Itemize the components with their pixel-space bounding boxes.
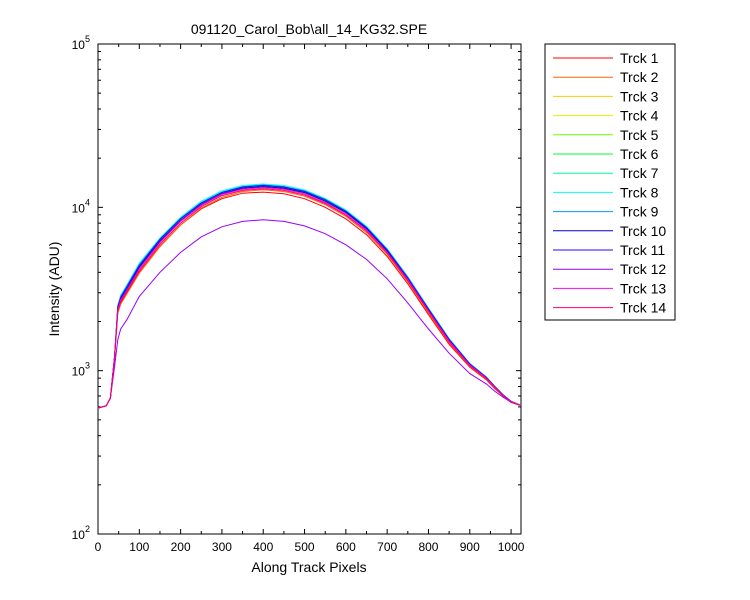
x-tick-label: 0 xyxy=(95,540,102,554)
legend-label: Trck 14 xyxy=(620,300,666,316)
y-tick-label: 105 xyxy=(72,34,90,52)
legend-items: Trck 1 Trck 2 Trck 3 Trck 4 Trck 5 Trck 6 Trck… xyxy=(553,50,666,316)
legend-label: Trck 2 xyxy=(620,69,659,85)
legend-label: Trck 5 xyxy=(620,127,659,143)
legend-label: Trck 6 xyxy=(620,146,659,162)
y-axis-ticks: 102 103 104 105 xyxy=(72,34,521,542)
legend-label: Trck 4 xyxy=(620,108,659,124)
x-tick-label: 900 xyxy=(460,540,480,554)
y-tick-label: 102 xyxy=(72,524,90,542)
series-lines xyxy=(97,183,522,409)
legend-label: Trck 11 xyxy=(620,242,665,258)
chart-title: 091120_Carol_Bob\all_14_KG32.SPE xyxy=(191,21,427,37)
plot-area xyxy=(97,43,522,535)
legend-label: Trck 13 xyxy=(620,280,666,296)
x-tick-label: 800 xyxy=(418,540,438,554)
x-tick-label: 400 xyxy=(253,540,273,554)
legend-label: Trck 3 xyxy=(620,88,659,104)
legend-label: Trck 7 xyxy=(620,165,659,181)
x-tick-label: 100 xyxy=(129,540,149,554)
legend-label: Trck 9 xyxy=(620,204,659,220)
x-tick-label: 1000 xyxy=(498,540,525,554)
x-axis-title: Along Track Pixels xyxy=(251,559,366,575)
x-tick-label: 500 xyxy=(295,540,315,554)
legend-label: Trck 10 xyxy=(620,223,666,239)
x-tick-label: 700 xyxy=(377,540,397,554)
x-tick-label: 300 xyxy=(212,540,232,554)
y-axis-title: Intensity (ADU) xyxy=(46,242,62,337)
series-line-11 xyxy=(97,184,522,409)
legend-label: Trck 12 xyxy=(620,261,666,277)
x-axis-ticks: 0 100 200 300 400 500 600 700 800 900 1000 xyxy=(95,44,525,554)
y-tick-label: 103 xyxy=(72,361,90,379)
legend: Trck 1 Trck 2 Trck 3 Trck 4 Trck 5 Trck 6 Trck… xyxy=(544,43,676,321)
x-tick-label: 200 xyxy=(171,540,191,554)
y-tick-label: 104 xyxy=(72,197,90,215)
series-line-14 xyxy=(97,188,522,409)
series-line-12 xyxy=(97,219,522,409)
legend-label: Trck 1 xyxy=(620,50,659,66)
legend-label: Trck 8 xyxy=(620,184,659,200)
legend-box xyxy=(544,43,676,321)
x-tick-label: 600 xyxy=(336,540,356,554)
